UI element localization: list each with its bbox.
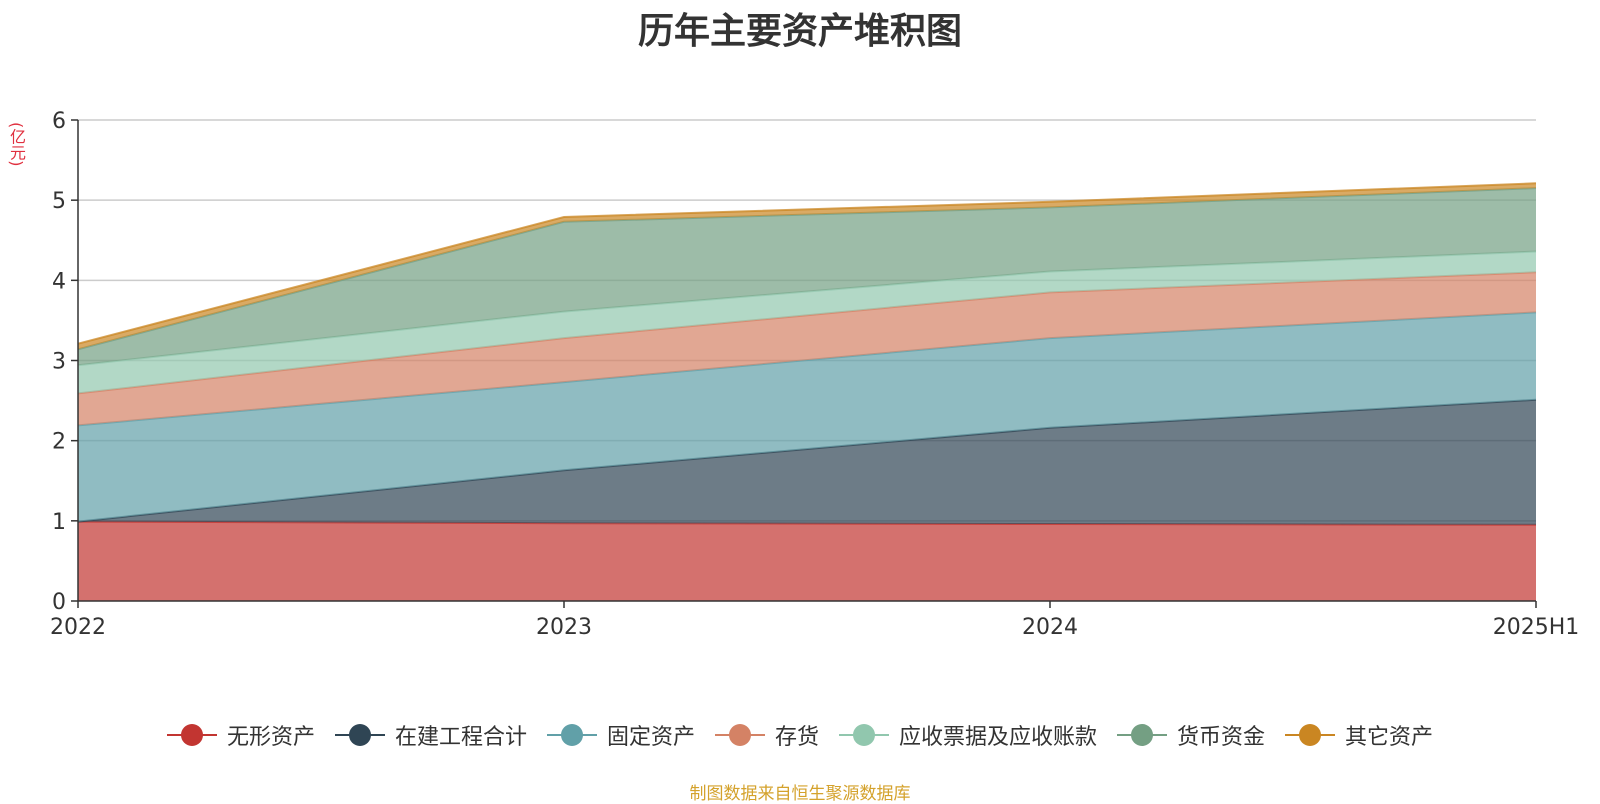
y-tick-label: 2 — [52, 430, 66, 455]
area-series-4[interactable] — [78, 251, 1536, 394]
legend-label: 其它资产 — [1345, 725, 1434, 750]
y-axis-unit-label: (亿元) — [7, 122, 26, 167]
y-tick-label: 4 — [52, 269, 66, 294]
legend-item[interactable]: 货币资金 — [1117, 719, 1265, 751]
legend-label: 货币资金 — [1177, 725, 1266, 750]
legend-marker-icon — [839, 723, 889, 747]
legend-item[interactable]: 无形资产 — [166, 719, 315, 751]
y-tick-label: 5 — [52, 189, 66, 214]
legend-dot — [853, 724, 875, 746]
area-series-2[interactable] — [78, 312, 1536, 522]
area-series-3[interactable] — [78, 272, 1536, 426]
legend-marker-icon — [1117, 723, 1168, 747]
area-series-1[interactable] — [78, 399, 1536, 525]
legend-dot — [1299, 724, 1322, 746]
legend-dot — [560, 724, 583, 746]
chart-title: 历年主要资产堆积图 — [637, 11, 962, 52]
legend-dot — [728, 724, 751, 746]
legend-dot — [1131, 724, 1154, 746]
x-tick-label: 2024 — [1022, 615, 1078, 640]
y-tick-label: 6 — [52, 109, 66, 134]
legend-label: 存货 — [774, 725, 819, 750]
y-tick-label: 1 — [52, 510, 66, 535]
legend-marker-icon — [166, 723, 217, 747]
x-tick-label: 2025H1 — [1493, 615, 1580, 640]
data-source-note: 制图数据来自恒生聚源数据库 — [689, 784, 911, 804]
legend-item[interactable]: 其它资产 — [1285, 719, 1433, 751]
legend-marker-icon — [334, 723, 385, 747]
x-tick-label: 2023 — [536, 615, 592, 640]
area-series-layer — [77, 182, 1537, 601]
legend-item[interactable]: 存货 — [714, 719, 819, 751]
legend-dot — [348, 724, 371, 746]
legend-dot — [180, 724, 203, 746]
x-tick-label: 2022 — [50, 615, 106, 640]
legend-label: 无形资产 — [226, 725, 315, 750]
legend-label: 在建工程合计 — [394, 725, 527, 750]
legend: 无形资产 在建工程合计 固定资产 存货 应收票据及应收账款 货币资金 其它资产 — [0, 720, 1600, 750]
legend-item[interactable]: 应收票据及应收账款 — [839, 719, 1097, 751]
y-tick-label: 0 — [52, 590, 66, 615]
legend-marker-icon — [546, 723, 597, 747]
area-series-0[interactable] — [78, 521, 1536, 601]
area-series-5[interactable] — [78, 188, 1536, 366]
legend-marker-icon — [1285, 723, 1336, 747]
y-tick-label: 3 — [52, 350, 66, 375]
legend-item[interactable]: 在建工程合计 — [334, 719, 527, 751]
legend-item[interactable]: 固定资产 — [546, 719, 695, 751]
legend-label: 固定资产 — [606, 725, 695, 750]
axes: 0 1 2 3 4 5 6 2022 2023 2024 2025H1 — [50, 109, 1579, 640]
legend-label: 应收票据及应收账款 — [899, 725, 1098, 750]
series-line-6 — [77, 182, 1537, 345]
legend-marker-icon — [714, 723, 765, 747]
